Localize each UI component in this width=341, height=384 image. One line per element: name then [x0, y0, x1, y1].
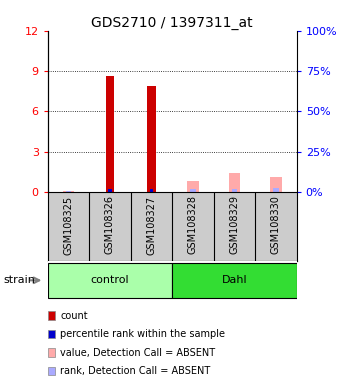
Bar [270, 177, 282, 192]
Bar [106, 76, 114, 192]
Bar [150, 189, 153, 192]
Bar [229, 173, 240, 192]
Bar [48, 263, 172, 298]
Bar [273, 188, 279, 192]
Text: count: count [60, 311, 88, 321]
Text: GSM108325: GSM108325 [63, 195, 73, 255]
Text: GSM108328: GSM108328 [188, 195, 198, 255]
Bar [190, 189, 195, 192]
Bar [232, 189, 237, 192]
Bar [147, 86, 155, 192]
Text: Dahl: Dahl [222, 275, 247, 285]
Text: GSM108330: GSM108330 [271, 195, 281, 254]
Text: GSM108326: GSM108326 [105, 195, 115, 255]
Bar [172, 263, 297, 298]
Bar [187, 181, 199, 192]
Text: value, Detection Call = ABSENT: value, Detection Call = ABSENT [60, 348, 216, 358]
Bar [66, 191, 71, 192]
Text: strain: strain [3, 275, 35, 285]
Text: GSM108329: GSM108329 [229, 195, 239, 255]
Text: GSM108327: GSM108327 [147, 195, 157, 255]
Bar [63, 190, 74, 192]
Bar [108, 189, 112, 192]
Text: rank, Detection Call = ABSENT: rank, Detection Call = ABSENT [60, 366, 211, 376]
Text: percentile rank within the sample: percentile rank within the sample [60, 329, 225, 339]
Text: control: control [91, 275, 129, 285]
Title: GDS2710 / 1397311_at: GDS2710 / 1397311_at [91, 16, 253, 30]
